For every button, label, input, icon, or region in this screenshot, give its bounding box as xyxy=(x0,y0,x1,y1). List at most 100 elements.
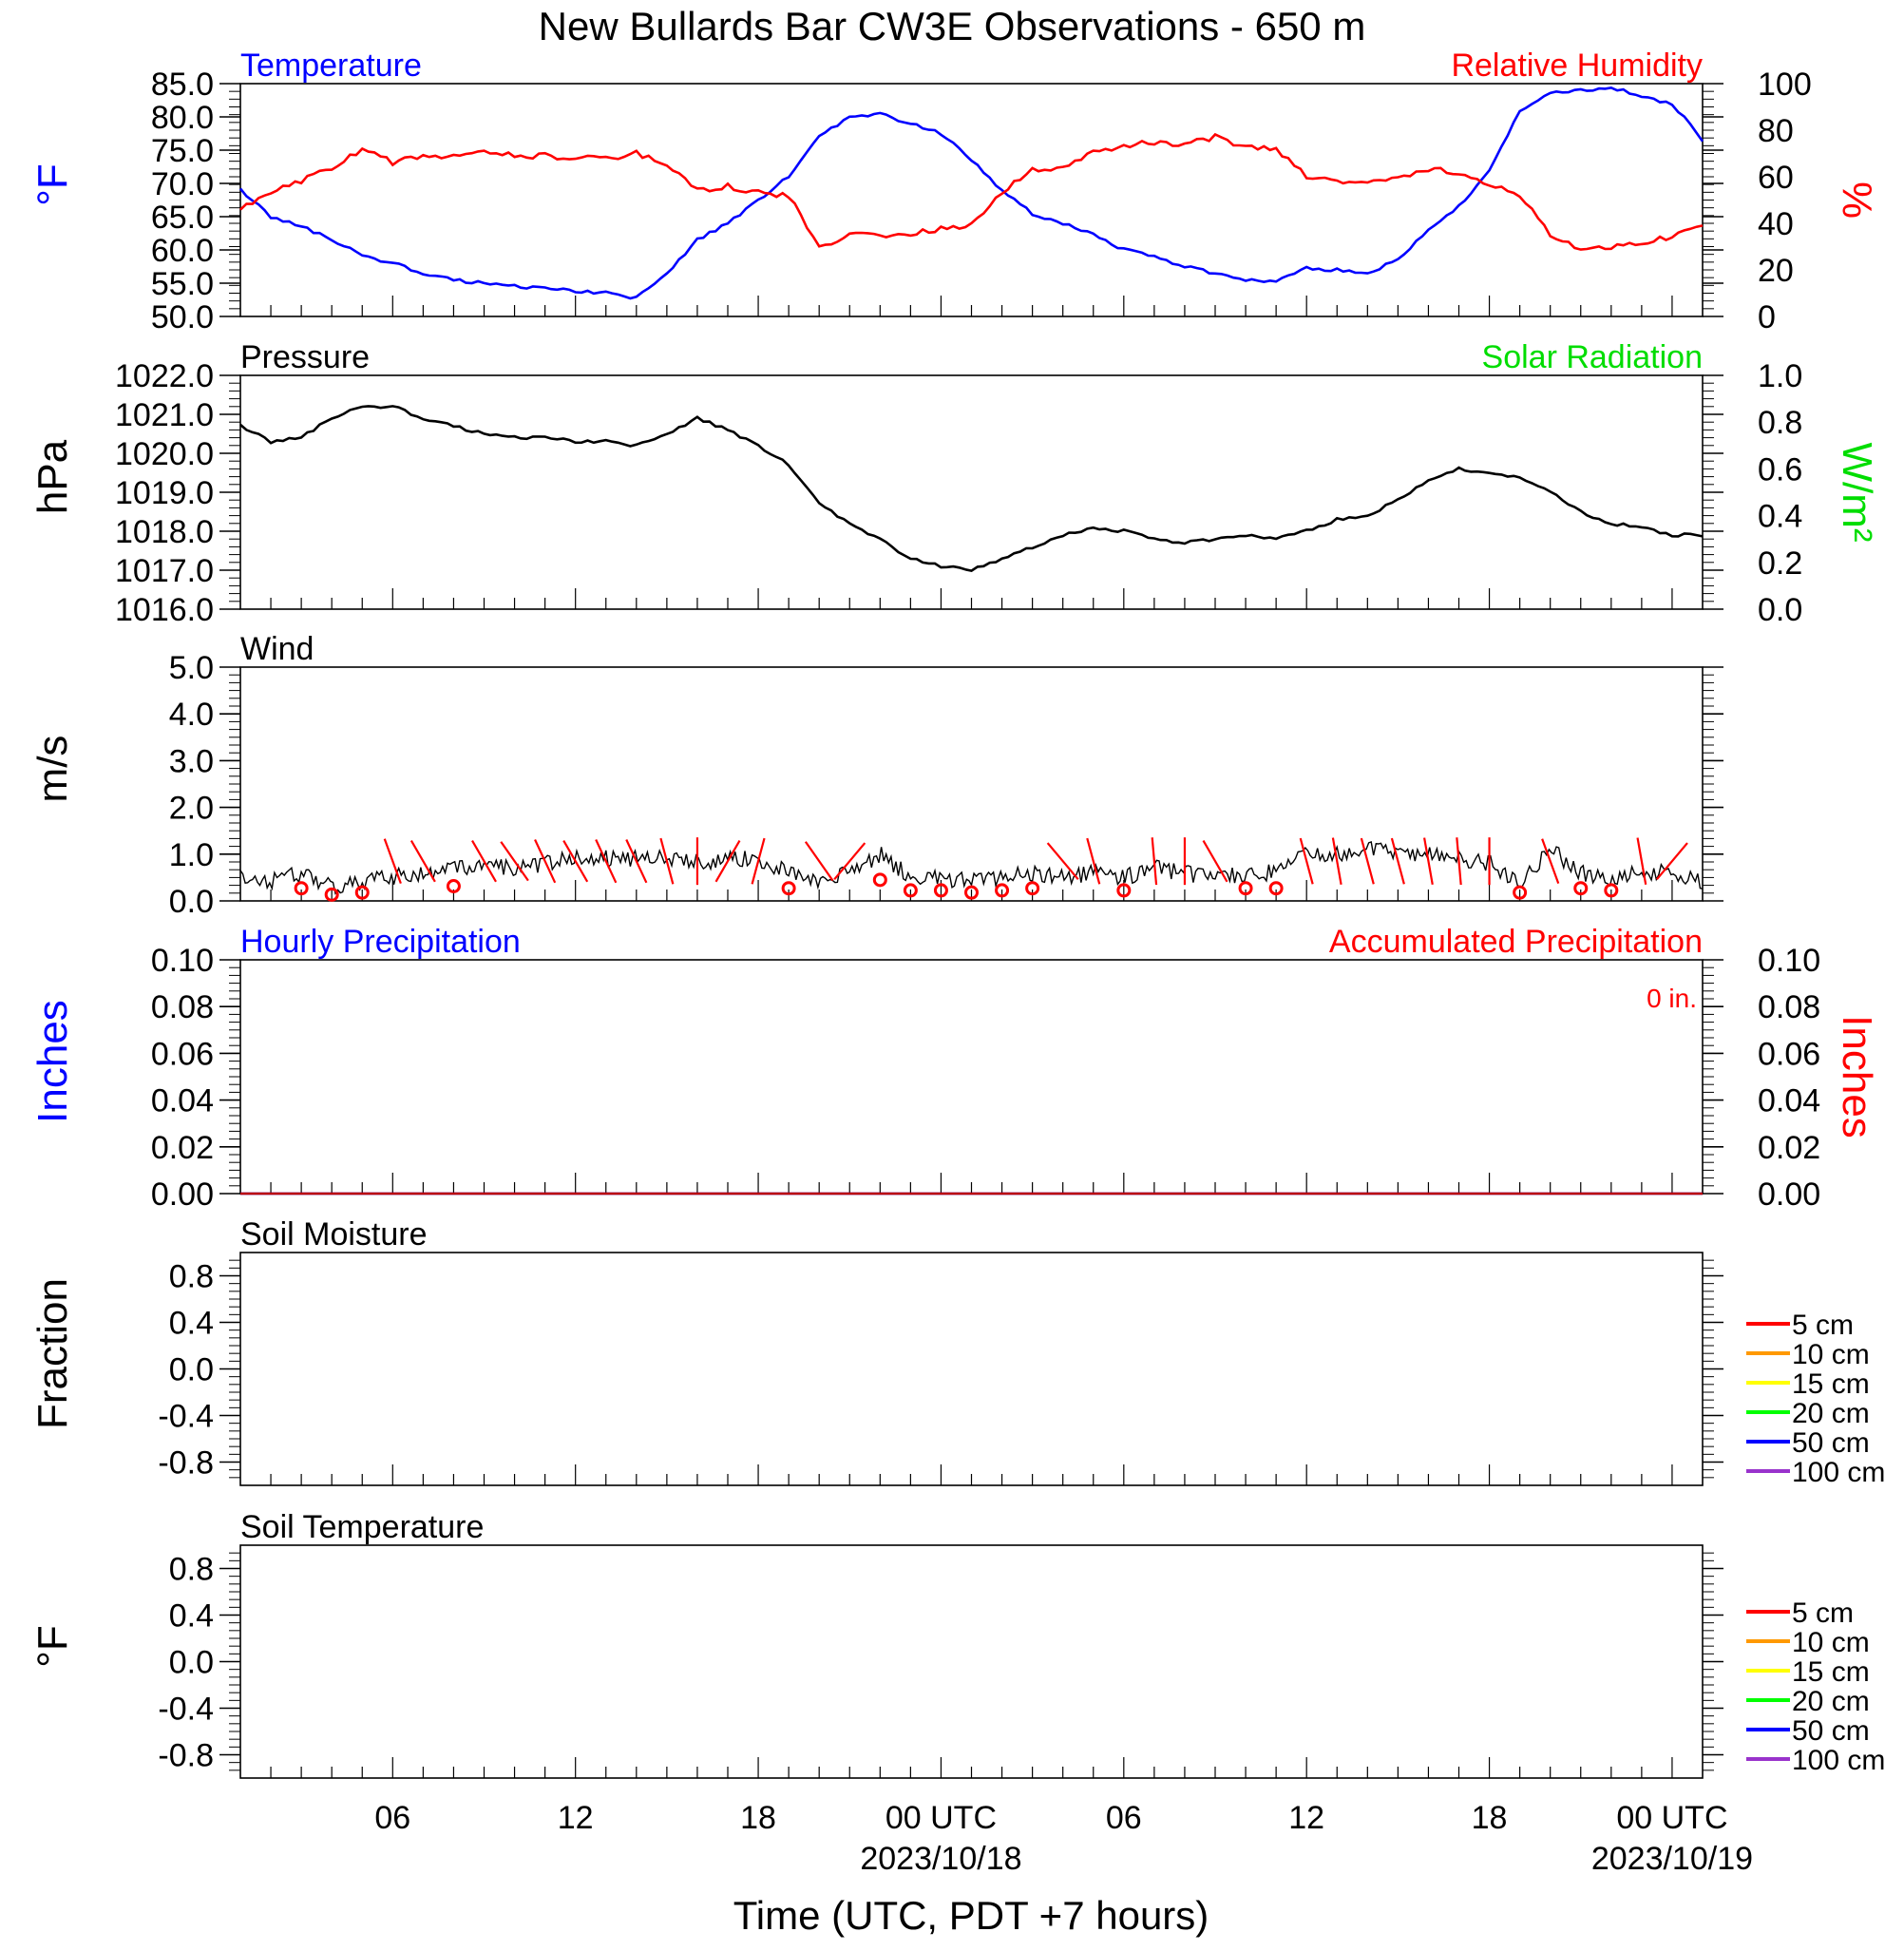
y-tick-label-left: 0.00 xyxy=(151,1176,214,1213)
y-tick-label-left: 1018.0 xyxy=(115,514,214,550)
panel-temperature: 85.080.075.070.065.060.055.050.0 100 80 60 4… xyxy=(29,48,1880,335)
x-tick-label: 00 UTC xyxy=(885,1800,997,1836)
y-tick-label-left: 1020.0 xyxy=(115,436,214,472)
x-tick-label: 18 xyxy=(740,1800,776,1836)
x-tick-label: 06 xyxy=(374,1800,410,1836)
y-tick-label-right: 60 xyxy=(1758,160,1794,196)
legend-label: 50 cm xyxy=(1792,1715,1870,1747)
y-tick-label-right: 0.06 xyxy=(1758,1036,1820,1072)
x-tick-date-label: 2023/10/18 xyxy=(860,1841,1021,1877)
wind-barb xyxy=(1202,839,1228,883)
wind-barb xyxy=(751,837,766,885)
wind-barb xyxy=(1086,837,1101,885)
wind-calm-marker xyxy=(1573,881,1589,896)
y-tick-label-left: 70.0 xyxy=(151,166,214,202)
wind-barb xyxy=(625,839,648,884)
panel-title-left: Wind xyxy=(240,631,314,667)
series-line-left xyxy=(239,405,1704,572)
wind-barb xyxy=(1331,837,1342,885)
legend-label: 100 cm xyxy=(1792,1457,1885,1488)
x-tick-label: 06 xyxy=(1106,1800,1142,1836)
panel-annotation: 0 in. xyxy=(1647,984,1697,1013)
wind-barb xyxy=(1636,837,1647,885)
minor-ticks xyxy=(229,1259,1714,1479)
y-tick-label-left: 0.8 xyxy=(169,1259,214,1295)
panel-title-left: Soil Moisture xyxy=(240,1216,428,1253)
y-axis-label-left: hPa xyxy=(29,439,76,514)
panel-soil-moisture: 0.8 0.4 0.0 -0.4 -0.8 Soil Moisture Fraction xyxy=(29,1216,1723,1486)
legend-label: 5 cm xyxy=(1792,1597,1854,1629)
y-tick-label-right: 0.4 xyxy=(1758,499,1802,535)
wind-calm-marker xyxy=(1116,883,1132,898)
y-tick-label-right: 0.6 xyxy=(1758,451,1802,488)
panel-title-left: Soil Temperature xyxy=(240,1509,484,1545)
x-tick-date-label: 2023/10/19 xyxy=(1591,1841,1753,1877)
y-tick-label-left: 4.0 xyxy=(169,697,214,733)
minor-ticks xyxy=(229,90,1714,310)
y-tick-label-right: 0.04 xyxy=(1758,1083,1820,1119)
y-tick-label-left: 1017.0 xyxy=(115,553,214,589)
wind-calm-marker xyxy=(781,881,796,896)
wind-calm-marker xyxy=(964,885,979,900)
wind-calm-marker xyxy=(1025,881,1040,896)
panel-precipitation: 0.10 0.08 0.06 0.04 0.02 0.00 0.10 0.08 0.06 0.04… xyxy=(29,924,1880,1213)
y-axis-label-left: Inches xyxy=(29,1000,76,1123)
legend-label: 100 cm xyxy=(1792,1745,1885,1776)
minor-ticks xyxy=(229,674,1714,894)
panel-soil-temperature: 0.8 0.4 0.0 -0.4 -0.8 Soil Temperature °F xyxy=(29,1509,1723,1779)
y-tick-label-left: 0.4 xyxy=(169,1306,214,1342)
y-axis-label-left: m/s xyxy=(29,736,76,803)
series-line-right xyxy=(239,132,1704,251)
wind-barb xyxy=(383,838,402,885)
legend-label: 15 cm xyxy=(1792,1656,1870,1688)
wind-calm-marker xyxy=(995,883,1010,898)
panel-title-right: Accumulated Precipitation xyxy=(1329,924,1703,960)
wind-barb xyxy=(1299,837,1314,885)
y-tick-label-right: 0.0 xyxy=(1758,592,1802,628)
legend-label: 5 cm xyxy=(1792,1310,1854,1341)
legend-label: 10 cm xyxy=(1792,1339,1870,1370)
wind-barb xyxy=(1541,838,1560,885)
panel-title-left: Pressure xyxy=(240,339,370,375)
wind-calm-marker xyxy=(354,885,370,900)
wind-barb xyxy=(1046,842,1079,881)
y-tick-label-left: 0.0 xyxy=(169,884,214,920)
y-tick-label-right: 0.10 xyxy=(1758,943,1820,979)
y-tick-label-right: 0.8 xyxy=(1758,405,1802,441)
wind-barb xyxy=(804,841,834,882)
figure-title: New Bullards Bar CW3E Observations - 650… xyxy=(539,4,1366,48)
wind-barb xyxy=(409,839,436,883)
y-tick-label-left: 0.0 xyxy=(169,1645,214,1681)
x-tick-label: 12 xyxy=(1288,1800,1324,1836)
y-axis-label-right: W/m² xyxy=(1834,442,1880,542)
y-tick-label-left: 80.0 xyxy=(151,100,214,136)
y-tick-label-right: 100 xyxy=(1758,67,1812,103)
panel-pressure: 1022.01021.01020.01019.01018.01017.01016… xyxy=(29,339,1880,628)
wind-calm-marker xyxy=(1238,881,1253,896)
y-tick-label-left: 75.0 xyxy=(151,133,214,169)
wind-barb xyxy=(1151,837,1158,886)
y-tick-label-left: -0.8 xyxy=(158,1445,214,1482)
wind-barb xyxy=(534,839,557,884)
y-tick-label-left: 1022.0 xyxy=(115,358,214,394)
y-tick-label-left: -0.4 xyxy=(158,1399,214,1435)
y-tick-label-right: 0.2 xyxy=(1758,545,1802,582)
panel-title-left: Hourly Precipitation xyxy=(240,924,521,960)
y-tick-label-left: 50.0 xyxy=(151,299,214,335)
y-tick-label-left: 0.06 xyxy=(151,1036,214,1072)
wind-calm-marker xyxy=(446,879,461,894)
panel-title-left: Temperature xyxy=(240,48,422,84)
x-tick-label: 00 UTC xyxy=(1616,1800,1727,1836)
wind-calm-marker xyxy=(872,872,887,888)
y-tick-label-right: 40 xyxy=(1758,206,1794,242)
wind-barb xyxy=(659,837,675,885)
y-tick-label-left: 1.0 xyxy=(169,837,214,873)
wind-calm-marker xyxy=(324,887,339,902)
wind-calm-marker xyxy=(933,883,948,898)
wind-calm-marker xyxy=(294,881,309,896)
wind-barb xyxy=(595,839,618,884)
y-tick-label-right: 80 xyxy=(1758,113,1794,149)
y-tick-label-left: 1019.0 xyxy=(115,475,214,511)
legend-label: 20 cm xyxy=(1792,1398,1870,1429)
